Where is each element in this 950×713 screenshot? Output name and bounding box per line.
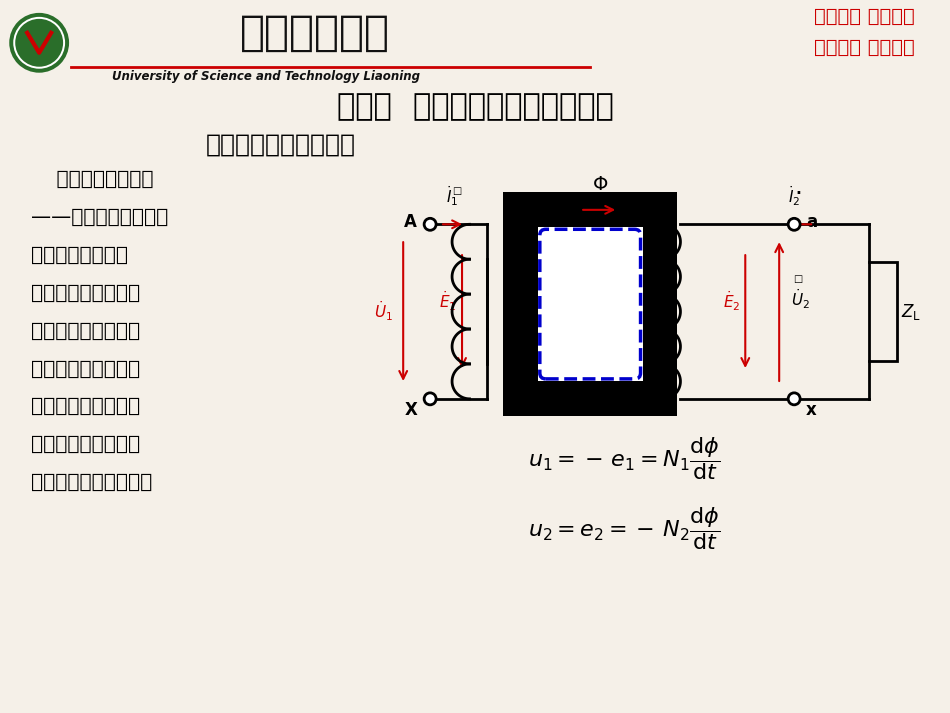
Circle shape <box>788 393 800 405</box>
Circle shape <box>13 17 66 68</box>
Text: 的交变磁通，在两绕: 的交变磁通，在两绕 <box>31 435 141 454</box>
Text: $\dot{I}_2$: $\dot{I}_2$ <box>788 185 800 208</box>
Bar <box>869 262 897 361</box>
Bar <box>642 193 677 416</box>
Text: $Z_\mathrm{L}$: $Z_\mathrm{L}$ <box>901 302 921 322</box>
Text: 气联系。在一次绕组: 气联系。在一次绕组 <box>31 322 141 341</box>
Text: 生交链一、二次绕组: 生交链一、二次绕组 <box>31 397 141 416</box>
Circle shape <box>788 218 800 230</box>
Circle shape <box>10 13 69 73</box>
Text: $\mathit{\Phi}$: $\mathit{\Phi}$ <box>592 175 608 194</box>
Text: $u_2 = e_2 =-\, N_2\dfrac{\mathrm{d}\phi}{\mathrm{d}t}$: $u_2 = e_2 =-\, N_2\dfrac{\mathrm{d}\phi… <box>528 505 721 552</box>
Text: 的两个绕组。两绕: 的两个绕组。两绕 <box>31 246 128 265</box>
Text: University of Science and Technology Liaoning: University of Science and Technology Lia… <box>111 70 420 83</box>
Text: 变压器的主要部件: 变压器的主要部件 <box>31 170 154 189</box>
Bar <box>503 193 538 416</box>
Text: $u_1 =-\, e_1 = N_1\dfrac{\mathrm{d}\phi}{\mathrm{d}t}$: $u_1 =-\, e_1 = N_1\dfrac{\mathrm{d}\phi… <box>528 435 721 482</box>
Bar <box>538 227 642 381</box>
Text: 第一节  变压器的工作原理及结构: 第一节 变压器的工作原理及结构 <box>336 92 614 121</box>
Text: x: x <box>807 401 817 419</box>
Text: □: □ <box>793 274 803 284</box>
Text: $\dot{I}_1$: $\dot{I}_1$ <box>446 185 459 208</box>
Bar <box>503 381 677 416</box>
Text: 中加上交变电压，产: 中加上交变电压，产 <box>31 359 141 379</box>
Circle shape <box>424 393 436 405</box>
Text: 组只有磁路耦合没电: 组只有磁路耦合没电 <box>31 284 141 302</box>
Text: 遼寧科技大學: 遼寧科技大學 <box>240 12 390 53</box>
Text: ·: · <box>794 183 802 206</box>
Text: 博学明德 经世致用
勤奋向上 求实创新: 博学明德 经世致用 勤奋向上 求实创新 <box>813 7 914 57</box>
Circle shape <box>15 19 63 67</box>
Text: ——铁心和套在铁心上: ——铁心和套在铁心上 <box>31 207 168 227</box>
Circle shape <box>424 218 436 230</box>
Text: X: X <box>405 401 417 419</box>
Text: a: a <box>807 213 817 231</box>
Text: 组中分别感应电动势。: 组中分别感应电动势。 <box>31 473 152 492</box>
Text: □: □ <box>452 186 461 196</box>
Text: $\dot{E}_2$: $\dot{E}_2$ <box>723 289 740 314</box>
Text: A: A <box>405 213 417 231</box>
Bar <box>503 193 677 227</box>
Text: $\dot{U}_2$: $\dot{U}_2$ <box>791 288 810 312</box>
Text: $\dot{U}_1$: $\dot{U}_1$ <box>374 299 393 324</box>
Text: $\dot{E}_1$: $\dot{E}_1$ <box>439 289 457 314</box>
Text: 一、变压器的工作原理: 一、变压器的工作原理 <box>205 133 355 157</box>
